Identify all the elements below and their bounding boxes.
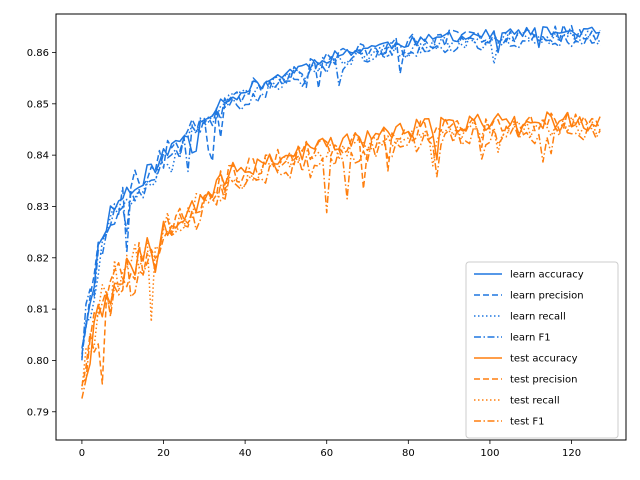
series-layer (81, 24, 601, 399)
series-line-learn-f1 (81, 33, 601, 361)
legend-label: test accuracy (510, 354, 578, 365)
legend-label: test F1 (510, 417, 545, 428)
legend-label: learn precision (510, 291, 584, 302)
y-axis: 0.79 0.80 0.81 0.82 0.83 0.84 0.85 0.86 (27, 48, 56, 418)
series-line-test-accuracy (81, 111, 601, 384)
x-tick-label: 100 (480, 448, 499, 459)
x-tick-label: 40 (239, 448, 252, 459)
x-tick-label: 80 (402, 448, 415, 459)
y-tick-label: 0.86 (27, 48, 49, 59)
x-tick-label: 120 (562, 448, 581, 459)
y-tick-label: 0.83 (27, 202, 49, 213)
series-line-test-recall (81, 116, 601, 390)
legend-label: learn F1 (510, 333, 551, 344)
legend-box (465, 261, 619, 439)
y-tick-label: 0.80 (27, 356, 49, 367)
legend-label: test precision (510, 375, 578, 386)
legend-label: learn accuracy (510, 270, 584, 281)
y-tick-label: 0.79 (27, 407, 49, 418)
plot-frame (55, 13, 627, 441)
x-tick-label: 20 (157, 448, 170, 459)
x-tick-label: 0 (79, 448, 85, 459)
series-line-learn-precision (81, 24, 601, 355)
y-tick-label: 0.81 (27, 305, 49, 316)
x-tick-label: 60 (320, 448, 333, 459)
y-tick-label: 0.84 (27, 151, 49, 162)
y-tick-label: 0.82 (27, 253, 49, 264)
legend: learn accuracy learn precision learn recal… (465, 261, 619, 439)
legend-label: test recall (510, 396, 560, 407)
legend-label: learn recall (510, 312, 566, 323)
x-axis: 0 20 40 60 80 100 120 (79, 440, 581, 459)
y-tick-label: 0.85 (27, 99, 49, 110)
series-line-learn-accuracy (81, 26, 601, 349)
series-line-test-f1 (81, 122, 601, 399)
